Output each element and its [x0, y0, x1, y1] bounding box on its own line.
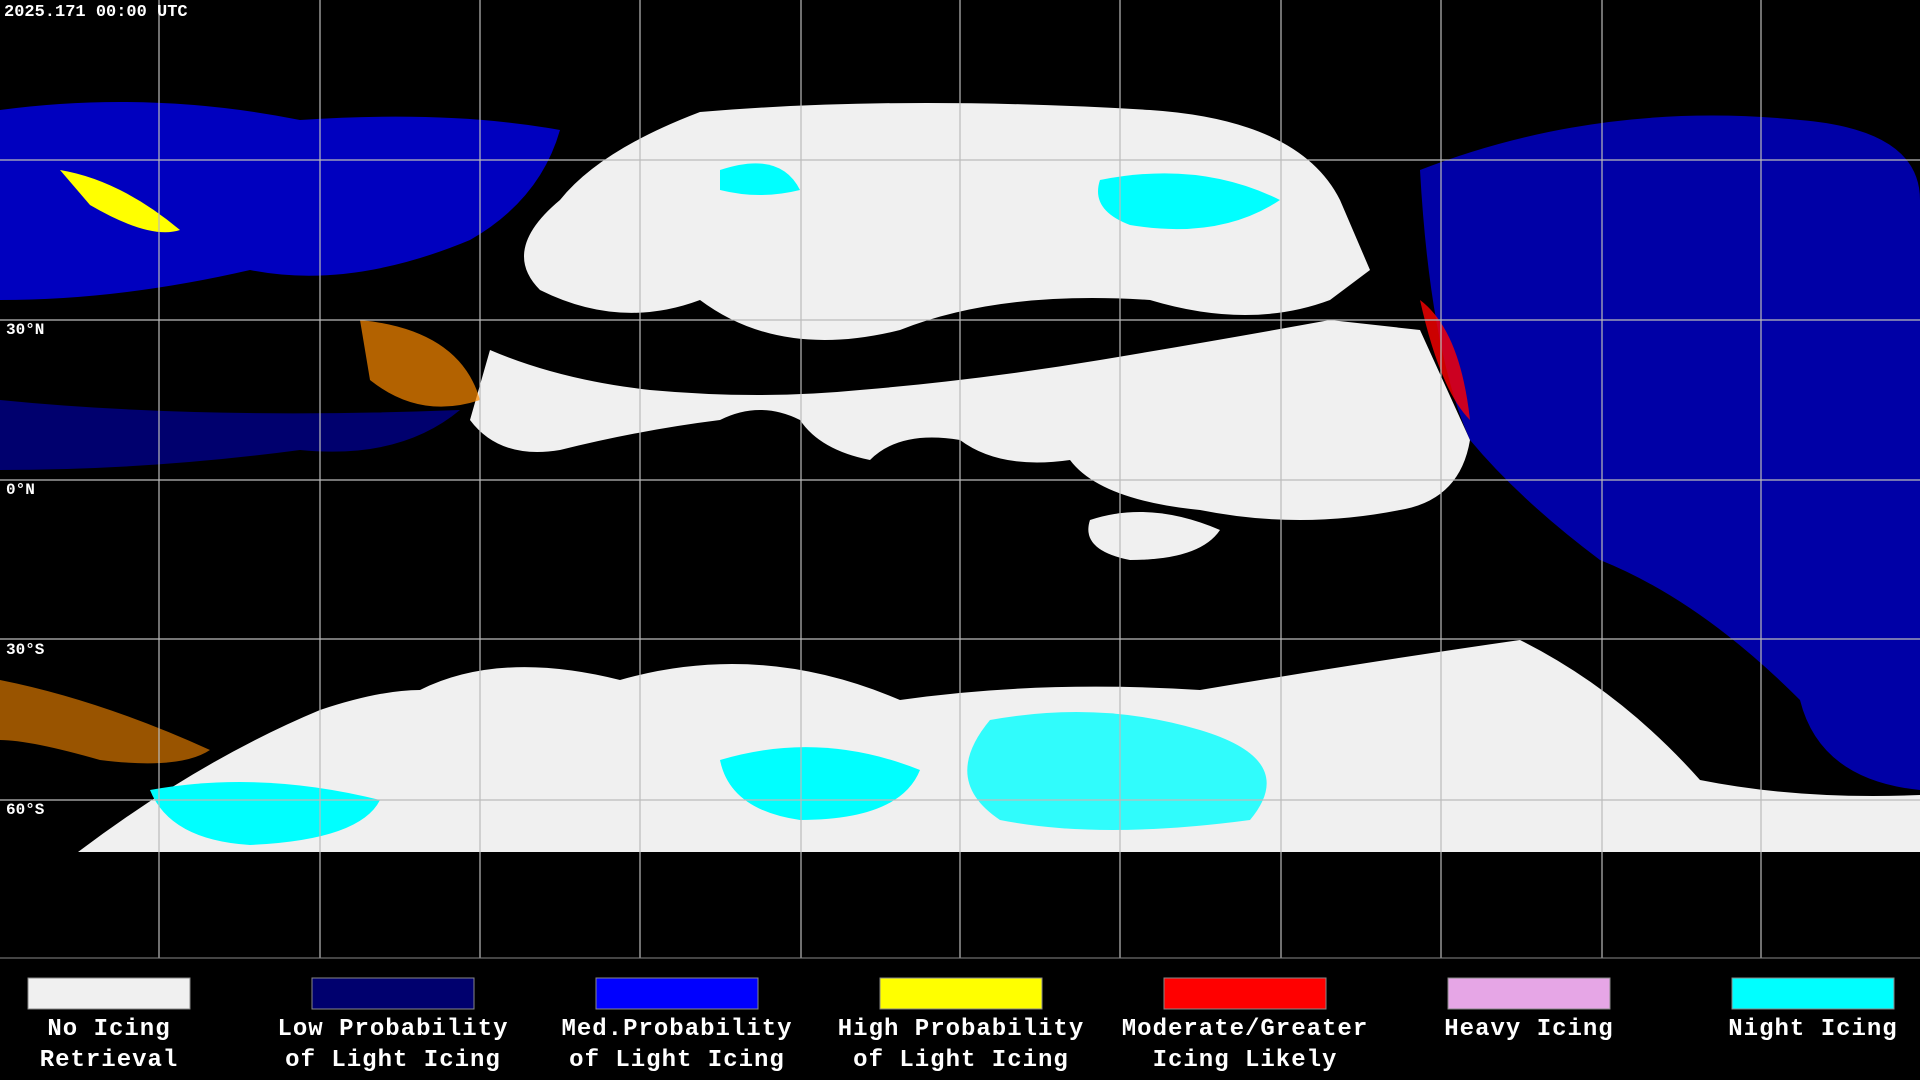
latitude-label: 30°S: [6, 641, 45, 659]
night-icing-region: [720, 747, 920, 820]
icing-region: [360, 320, 480, 407]
legend-label: Night Icing: [1728, 1016, 1897, 1043]
icing-region: [1420, 300, 1470, 420]
icing-region: [0, 680, 210, 764]
legend-label: Heavy Icing: [1444, 1016, 1613, 1043]
legend: No Icing Retrieval Low Probability of Light…: [27, 977, 1897, 1074]
latitude-label: 0°N: [6, 481, 35, 499]
legend-label: Med.Probability: [561, 1016, 792, 1043]
retrieval-region: [1088, 512, 1220, 560]
latitude-label: 60°S: [6, 801, 45, 819]
timestamp: 2025.171 00:00 UTC: [4, 3, 188, 22]
legend-swatch: [27, 977, 191, 1010]
icing-region: [1420, 115, 1920, 791]
legend-swatch: [1163, 977, 1327, 1010]
legend-label: Moderate/Greater: [1122, 1016, 1368, 1043]
legend-swatch: [595, 977, 759, 1010]
retrieval-region: [524, 102, 1370, 340]
graticule: [0, 0, 1920, 958]
legend-label: High Probability: [838, 1016, 1084, 1043]
retrieval-region: [470, 320, 1470, 520]
night-icing-region: [1098, 173, 1280, 230]
latitude-label: 30°N: [6, 321, 44, 339]
legend-label: Icing Likely: [1153, 1047, 1338, 1074]
icing-map: [0, 0, 1920, 959]
icing-region: [0, 102, 560, 300]
legend-label: No Icing: [47, 1016, 170, 1043]
legend-swatch: [1447, 977, 1611, 1010]
legend-swatch: [879, 977, 1043, 1010]
night-icing-region: [150, 782, 380, 845]
legend-label: of Light Icing: [569, 1047, 785, 1074]
legend-label: of Light Icing: [853, 1047, 1069, 1074]
icing-region: [60, 170, 180, 233]
legend-label: of Light Icing: [285, 1047, 501, 1074]
legend-label: Retrieval: [40, 1047, 179, 1074]
icing-region: [0, 400, 460, 470]
legend-swatch: [311, 977, 475, 1010]
legend-swatch: [1731, 977, 1895, 1010]
night-icing-region: [720, 163, 800, 195]
legend-label: Low Probability: [277, 1016, 508, 1043]
